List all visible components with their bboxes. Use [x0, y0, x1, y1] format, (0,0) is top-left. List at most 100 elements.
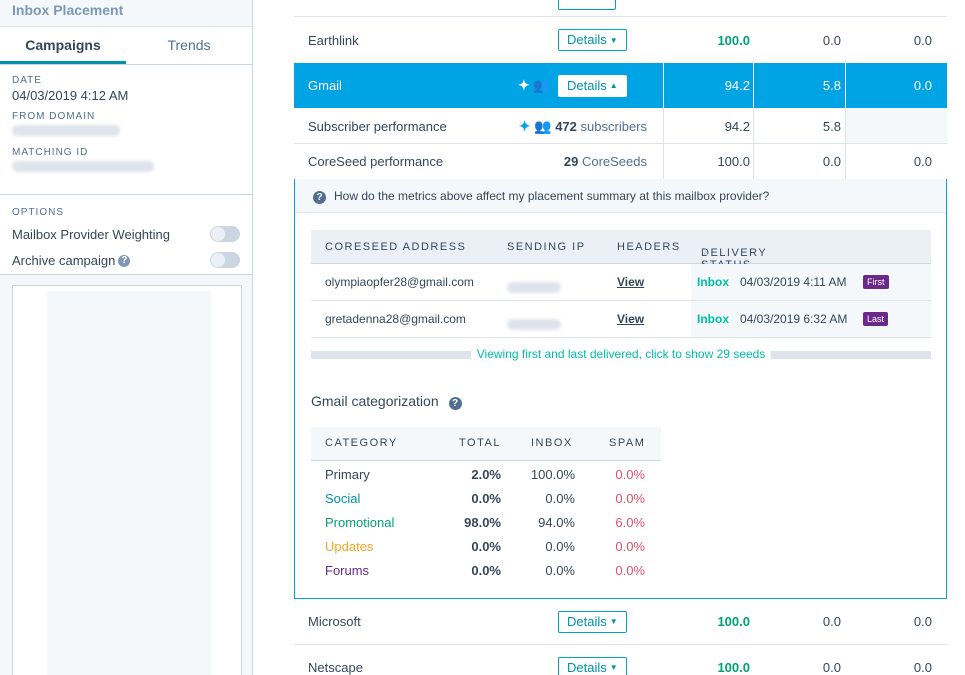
delivery-status: Inbox [697, 312, 729, 326]
category-inbox: 100.0% [530, 467, 575, 482]
date-label: DATE [12, 75, 42, 86]
options-label: OPTIONS [12, 207, 65, 218]
view-headers-link[interactable]: View [617, 275, 645, 289]
gmail-detail-panel: ? How do the metrics above affect my plac… [294, 179, 947, 599]
tab-campaigns[interactable]: Campaigns [0, 27, 126, 64]
sidebar-title: Inbox Placement [0, 0, 252, 27]
email-preview-image [47, 291, 211, 675]
details-button[interactable]: Details ▲ [558, 74, 627, 97]
matching-id-value [12, 160, 240, 175]
missing-pct: 0.0 [913, 614, 932, 629]
category-row: Forums 0.0% 0.0% 0.0% [311, 563, 661, 587]
category-row: Promotional 98.0% 94.0% 6.0% [311, 515, 661, 539]
missing-pct: 0.0 [913, 153, 932, 169]
coreseed-table-header: CORESEED ADDRESS SENDING IP HEADERS DELI… [311, 230, 931, 271]
category-inbox: 94.0% [538, 515, 575, 530]
users-icon: 👥 [533, 77, 551, 93]
first-badge: First [863, 275, 889, 289]
spam-pct: 0.0 [822, 660, 841, 675]
weighting-toggle[interactable] [210, 226, 240, 242]
chevron-down-icon: ▼ [609, 617, 618, 627]
row-label: CoreSeed performance [308, 153, 444, 169]
tab-trends[interactable]: Trends [167, 37, 211, 53]
matching-id-label: MATCHING ID [12, 147, 89, 158]
seed-address: olympiaopfer28@gmail.com [325, 275, 474, 289]
seed-address: gretadenna28@gmail.com [325, 312, 466, 326]
sparkle-icon: ✦ [518, 77, 530, 93]
category-name: Primary [325, 467, 370, 482]
details-button[interactable]: Details ▼ [558, 610, 627, 633]
provider-name: Microsoft [308, 614, 361, 629]
category-inbox: 0.0% [545, 491, 575, 506]
mailbox-provider-table: Earthlink Details ▼ 100.0 0.0 0.0 Gmail ✦… [294, 0, 947, 675]
metrics-help-row[interactable]: ? How do the metrics above affect my plac… [295, 179, 946, 213]
help-icon[interactable]: ? [118, 255, 131, 268]
tab-bar: Campaigns Trends [0, 27, 252, 65]
sparkle-icon: ✦ [518, 117, 531, 134]
category-row: Social 0.0% 0.0% 0.0% [311, 491, 661, 515]
categorization-header: CATEGORY TOTAL INBOX SPAM [311, 427, 661, 461]
category-spam: 6.0% [615, 515, 645, 530]
inbox-pct: 100.0 [717, 660, 750, 675]
chevron-down-icon: ▼ [609, 35, 618, 45]
category-row: Updates 0.0% 0.0% 0.0% [311, 539, 661, 563]
from-domain-value [12, 124, 240, 139]
categorization-table: CATEGORY TOTAL INBOX SPAM Primary 2.0% 1… [311, 427, 661, 587]
col-inbox: INBOX [531, 437, 573, 449]
provider-row-microsoft: Microsoft Details ▼ 100.0 0.0 0.0 [294, 599, 947, 644]
category-spam: 0.0% [615, 563, 645, 578]
users-icon: 👥 [534, 117, 552, 134]
provider-row-earthlink: Earthlink Details ▼ 100.0 0.0 0.0 [294, 17, 947, 63]
provider-row-gmail: Gmail ✦ 👥 Details ▲ 94.2 5.8 0.0 [294, 63, 947, 108]
view-headers-link[interactable]: View [617, 312, 645, 326]
category-name: Social [325, 491, 361, 506]
details-button-top[interactable] [558, 0, 616, 10]
provider-name: Netscape [308, 660, 363, 675]
category-spam: 0.0% [615, 491, 645, 506]
subscriber-performance-row: Subscriber performance ✦ 👥 472 subscribe… [294, 108, 947, 144]
last-badge: Last [863, 312, 889, 326]
details-button[interactable]: Details ▼ [558, 656, 627, 675]
missing-pct: 0.0 [913, 32, 932, 48]
weighting-label: Mailbox Provider Weighting [12, 226, 170, 242]
category-total: 0.0% [471, 539, 501, 554]
sidebar: Inbox Placement Campaigns Trends DATE 04… [0, 0, 253, 675]
col-sending-ip: SENDING IP [507, 240, 586, 253]
col-spam: SPAM [609, 437, 646, 449]
sort-asc-icon: ▲ [701, 246, 712, 257]
coreseed-row: gretadenna28@gmail.com View Inbox 04/03/… [311, 301, 931, 338]
category-inbox: 0.0% [545, 563, 575, 578]
inbox-pct: 100.0 [717, 32, 750, 48]
col-total: TOTAL [459, 437, 501, 449]
coreseed-row: olympiaopfer28@gmail.com View Inbox 04/0… [311, 264, 931, 301]
show-all-seeds-link[interactable]: Viewing first and last delivered, click … [311, 347, 931, 361]
col-category: CATEGORY [325, 437, 398, 449]
chevron-down-icon: ▼ [609, 663, 618, 673]
spam-pct: 5.8 [822, 118, 841, 134]
category-name: Forums [325, 563, 370, 578]
category-total: 0.0% [471, 563, 501, 578]
category-spam: 0.0% [615, 539, 645, 554]
category-spam: 0.0% [615, 467, 645, 482]
inbox-pct: 94.2 [724, 118, 750, 134]
category-total: 2.0% [471, 467, 501, 482]
category-inbox: 0.0% [545, 539, 575, 554]
details-button[interactable]: Details ▼ [558, 29, 627, 51]
category-total: 98.0% [464, 515, 501, 530]
missing-pct: 0.0 [913, 660, 932, 675]
email-preview [12, 285, 242, 675]
provider-row-netscape: Netscape Details ▼ 100.0 0.0 0.0 [294, 645, 947, 675]
col-headers: HEADERS [617, 240, 681, 253]
row-label: Subscriber performance [308, 118, 447, 134]
inbox-pct: 100.0 [717, 153, 750, 169]
coreseed-performance-row: CoreSeed performance 29 CoreSeeds 100.0 … [294, 143, 947, 179]
delivery-status: Inbox [697, 275, 729, 289]
archive-label: Archive campaign? [12, 253, 131, 268]
options-section: OPTIONS Mailbox Provider Weighting Archi… [0, 195, 252, 275]
coreseed-table: CORESEED ADDRESS SENDING IP HEADERS DELI… [311, 230, 931, 338]
archive-toggle[interactable] [210, 252, 240, 268]
question-icon: ? [313, 191, 326, 204]
help-icon[interactable]: ? [448, 397, 462, 410]
weighting-option: Mailbox Provider Weighting [12, 224, 240, 244]
spam-pct: 0.0 [822, 32, 841, 48]
